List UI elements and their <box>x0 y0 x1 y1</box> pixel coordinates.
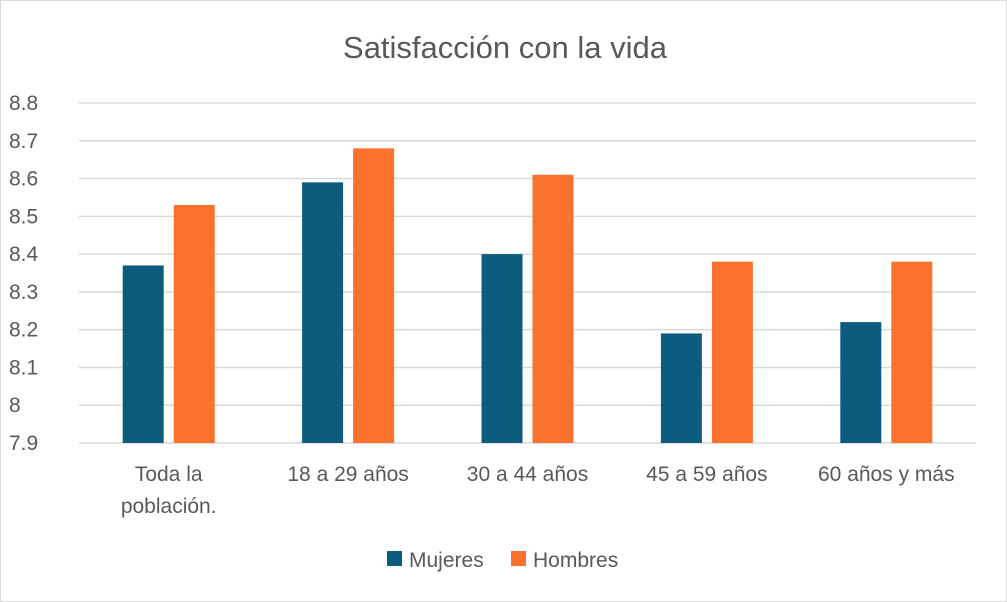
bar-hombres-5 <box>891 261 933 443</box>
legend-swatch-hombres <box>511 551 526 566</box>
legend-swatch-mujeres <box>387 551 402 566</box>
gridlines <box>79 102 976 444</box>
x-category-label: 45 a 59 años <box>646 463 767 486</box>
y-tick-label: 8.3 <box>9 281 38 304</box>
legend: Mujeres Hombres <box>387 549 618 572</box>
bar-mujeres-1 <box>122 265 164 443</box>
y-tick-label: 8 <box>9 394 21 417</box>
y-tick-label: 8.1 <box>9 356 38 379</box>
bar-hombres-3 <box>532 174 574 443</box>
legend-label-mujeres: Mujeres <box>409 549 484 572</box>
y-tick-label: 8.5 <box>9 205 38 228</box>
bar-hombres-2 <box>353 148 395 444</box>
legend-label-hombres: Hombres <box>533 549 618 572</box>
y-tick-label: 8.6 <box>9 168 38 191</box>
bar-mujeres-5 <box>840 322 882 443</box>
bars <box>122 148 933 444</box>
bar-mujeres-4 <box>660 333 702 443</box>
x-category-label: 60 años y más <box>818 463 955 486</box>
x-category-label: Toda la <box>135 463 203 486</box>
y-tick-label: 7.9 <box>9 432 38 455</box>
bar-hombres-1 <box>173 205 215 443</box>
x-category-label: 30 a 44 años <box>467 463 588 486</box>
y-axis-ticks: 8.8 8.7 8.6 8.5 8.4 8.3 8.2 8.1 8 7.9 <box>9 92 39 455</box>
x-category-label: 18 a 29 años <box>287 463 408 486</box>
bar-mujeres-3 <box>481 254 523 443</box>
y-tick-label: 8.7 <box>9 130 38 153</box>
bar-hombres-4 <box>711 261 753 443</box>
y-tick-label: 8.8 <box>9 92 38 115</box>
x-axis-categories: Toda la población. 18 a 29 años 30 a 44 año… <box>121 463 955 518</box>
bar-mujeres-2 <box>302 182 344 444</box>
y-tick-label: 8.2 <box>9 319 38 342</box>
y-tick-label: 8.4 <box>9 243 39 266</box>
chart-title: Satisfacción con la vida <box>343 30 668 65</box>
x-category-label: población. <box>121 495 217 518</box>
